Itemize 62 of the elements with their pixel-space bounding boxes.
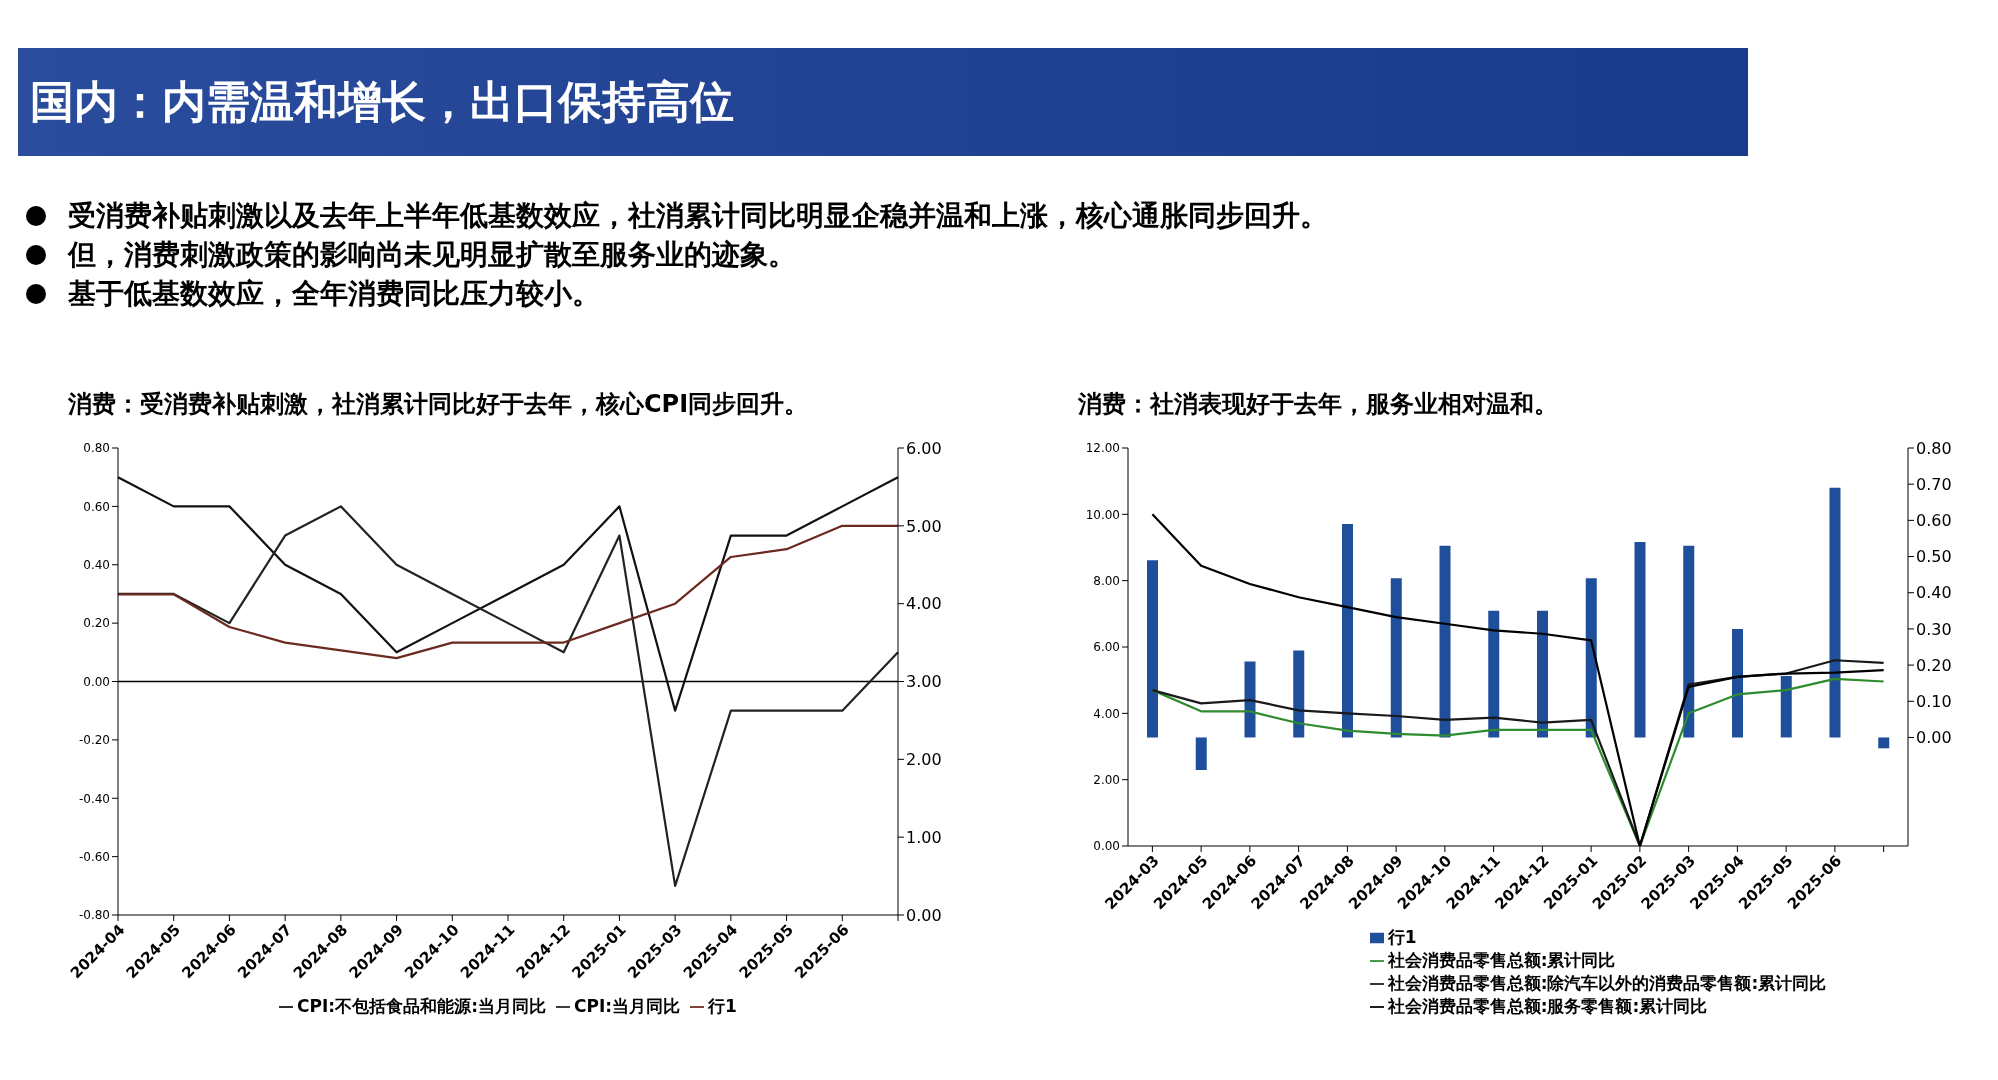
bar bbox=[1390, 578, 1402, 738]
y2-tick-label: 0.40 bbox=[1916, 583, 1952, 603]
y2-tick-label: 0.50 bbox=[1916, 547, 1952, 567]
legend-label: 社会消费品零售总额:服务零售额:累计同比 bbox=[1387, 996, 1708, 1016]
bar bbox=[1585, 578, 1597, 738]
y2-tick-label: 0.70 bbox=[1916, 474, 1952, 494]
y2-tick-label: 3.00 bbox=[906, 672, 942, 692]
y2-tick-label: 0.00 bbox=[1916, 728, 1952, 748]
bar bbox=[1829, 487, 1841, 738]
y2-tick-label: 0.30 bbox=[1916, 619, 1952, 639]
y2-tick-label: 0.20 bbox=[1916, 655, 1952, 675]
y-tick-label: -0.20 bbox=[78, 733, 110, 748]
legend-label: CPI:当月同比 bbox=[573, 996, 681, 1016]
bar bbox=[1780, 675, 1792, 738]
chart-title: 消费：受消费补贴刺激，社消累计同比好于去年，核心CPI同步回升。 bbox=[68, 389, 810, 420]
text: 国内：内需温和增长，出口保持高位 bbox=[30, 74, 734, 129]
y-tick-label: 4.00 bbox=[1093, 706, 1120, 721]
y2-tick-label: 0.60 bbox=[1916, 511, 1952, 531]
bar bbox=[1342, 523, 1353, 738]
bar bbox=[1195, 737, 1207, 771]
bar bbox=[1878, 737, 1890, 749]
y2-tick-label: 2.00 bbox=[906, 750, 942, 770]
bar bbox=[1634, 542, 1646, 738]
legend-label: 行1 bbox=[708, 996, 737, 1016]
text: 但，消费刺激政策的影响尚未见明显扩散至服务业的迹象。 bbox=[68, 236, 796, 273]
bar bbox=[1439, 545, 1451, 738]
y-tick-label: 0.60 bbox=[83, 499, 110, 514]
y2-tick-label: 0.10 bbox=[1916, 691, 1952, 711]
y-tick-label: -0.60 bbox=[78, 849, 110, 864]
y-tick-label: 0.40 bbox=[83, 558, 110, 573]
bar bbox=[1293, 650, 1305, 738]
y-tick-label: 12.00 bbox=[1085, 441, 1120, 456]
bar bbox=[1683, 545, 1695, 738]
y2-tick-label: 0.80 bbox=[1916, 438, 1952, 458]
bar bbox=[1537, 610, 1548, 738]
y-tick-label: 10.00 bbox=[1085, 507, 1120, 522]
legend-label: CPI:不包括食品和能源:当月同比 bbox=[297, 996, 546, 1016]
y-tick-label: 8.00 bbox=[1093, 573, 1120, 588]
bar bbox=[1732, 628, 1743, 738]
y-tick-label: 0.00 bbox=[1093, 839, 1120, 854]
legend-label: 社会消费品零售总额:除汽车以外的消费品零售额:累计同比 bbox=[1387, 973, 1827, 993]
y-tick-label: 0.80 bbox=[83, 441, 110, 456]
y2-tick-label: 6.00 bbox=[906, 438, 942, 458]
y-tick-label: 0.20 bbox=[83, 616, 110, 631]
bar bbox=[1244, 661, 1256, 738]
y-tick-label: 0.00 bbox=[83, 674, 110, 689]
y2-tick-label: 1.00 bbox=[906, 827, 942, 847]
bar bbox=[1147, 560, 1158, 738]
bar bbox=[1488, 610, 1500, 738]
text: 受消费补贴刺激以及去年上半年低基数效应，社消累计同比明显企稳并温和上涨，核心通胀同步回升。 bbox=[68, 197, 1328, 234]
y-tick-label: 2.00 bbox=[1093, 772, 1120, 787]
y-tick-label: -0.80 bbox=[78, 908, 110, 923]
legend-label: 行1 bbox=[1387, 927, 1417, 947]
y2-tick-label: 0.00 bbox=[906, 905, 942, 925]
line-series bbox=[116, 524, 900, 660]
y-tick-label: -0.40 bbox=[78, 791, 110, 806]
legend-label: 社会消费品零售总额:累计同比 bbox=[1387, 950, 1616, 970]
y2-tick-label: 5.00 bbox=[906, 516, 942, 536]
text: 基于低基数效应，全年消费同比压力较小。 bbox=[68, 275, 600, 312]
chart-title: 消费：社消表现好于去年，服务业相对温和。 bbox=[1078, 389, 1559, 420]
y2-tick-label: 4.00 bbox=[906, 594, 942, 614]
y-tick-label: 6.00 bbox=[1093, 640, 1120, 655]
